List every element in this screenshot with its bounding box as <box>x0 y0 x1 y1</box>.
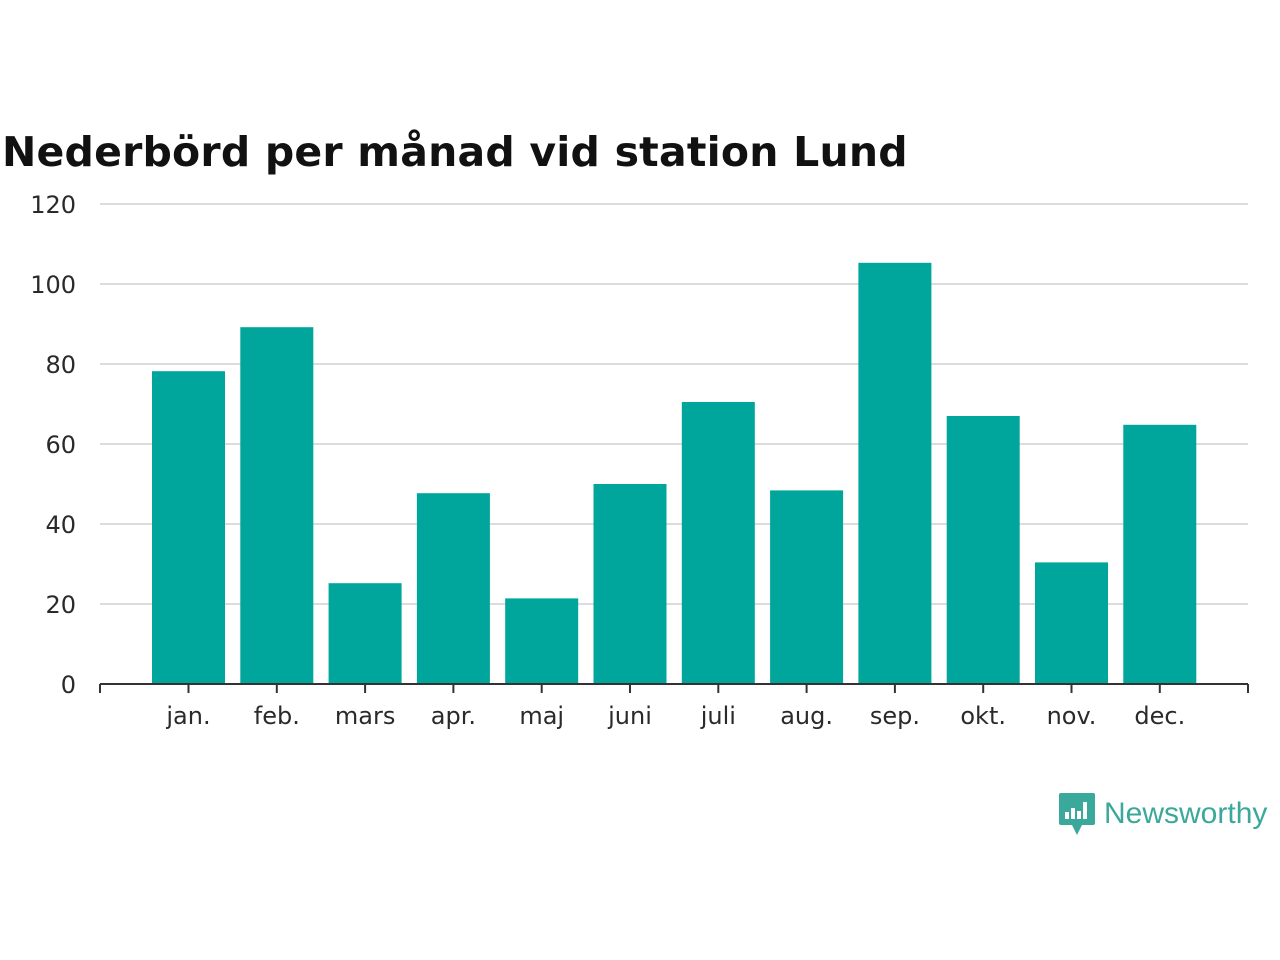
y-tick-labels: 0 20 40 60 80 100 120 <box>30 191 76 699</box>
y-tick-label: 60 <box>45 431 76 459</box>
bar <box>593 484 667 684</box>
bars <box>152 262 1197 684</box>
x-tick-label: mars <box>335 702 395 730</box>
bar <box>152 371 225 684</box>
bar <box>328 583 402 684</box>
bar <box>1035 562 1108 684</box>
newsworthy-logo-icon <box>1059 793 1095 835</box>
x-tick-label: aug. <box>780 702 833 730</box>
bar <box>770 490 844 684</box>
x-tick-label: okt. <box>960 702 1006 730</box>
chart-title: Nederbörd per månad vid station Lund <box>2 128 908 176</box>
x-tick-label: dec. <box>1134 702 1185 730</box>
x-tick-label: juli <box>700 702 736 730</box>
y-tick-label: 80 <box>45 351 76 379</box>
bar <box>858 262 932 684</box>
x-tick-labels: jan. feb. mars apr. maj juni juli aug. sep. okt. n… <box>165 702 1185 730</box>
bar <box>505 598 579 684</box>
x-tick-label: jan. <box>165 702 210 730</box>
x-tick-label: juni <box>607 702 652 730</box>
bar <box>946 416 1020 684</box>
newsworthy-wordmark: Newsworthy <box>1104 797 1268 830</box>
x-tick-label: maj <box>519 702 564 730</box>
y-tick-label: 40 <box>45 511 76 539</box>
x-tick-label: sep. <box>870 702 920 730</box>
bar <box>1123 424 1197 684</box>
y-tick-label: 120 <box>30 191 76 219</box>
bar <box>416 493 490 684</box>
x-axis <box>99 683 1249 693</box>
bar <box>681 402 755 684</box>
x-tick-label: feb. <box>254 702 300 730</box>
bar <box>240 327 314 684</box>
x-tick-label: apr. <box>431 702 476 730</box>
newsworthy-brand: Newsworthy <box>1058 790 1267 838</box>
y-tick-label: 20 <box>45 591 76 619</box>
y-tick-label: 100 <box>30 271 76 299</box>
x-tick-label: nov. <box>1047 702 1097 730</box>
y-tick-label: 0 <box>61 671 76 699</box>
